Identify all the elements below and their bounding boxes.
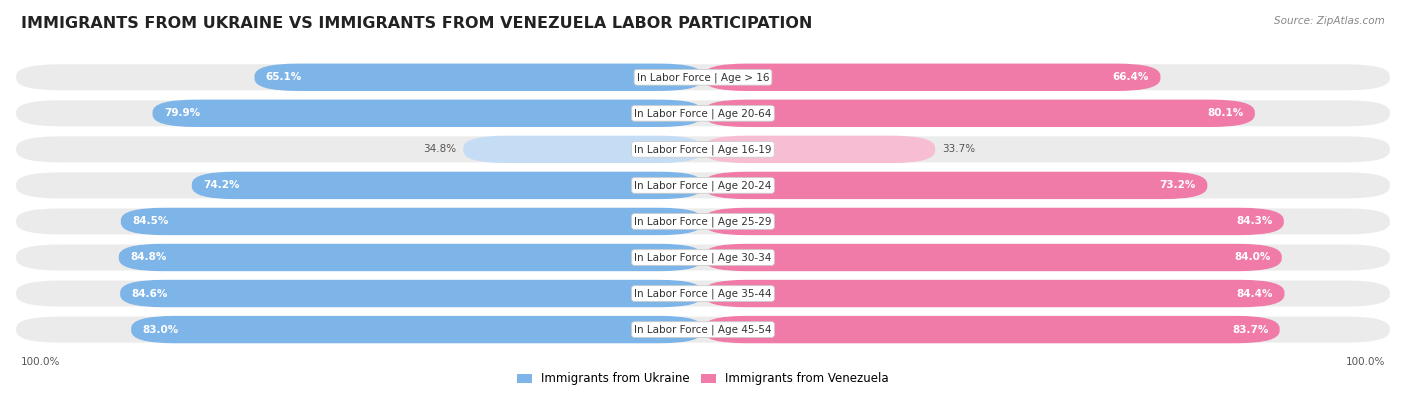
Text: In Labor Force | Age 30-34: In Labor Force | Age 30-34 bbox=[634, 252, 772, 263]
Text: In Labor Force | Age 16-19: In Labor Force | Age 16-19 bbox=[634, 144, 772, 154]
FancyBboxPatch shape bbox=[15, 172, 1391, 199]
FancyBboxPatch shape bbox=[15, 64, 1391, 91]
FancyBboxPatch shape bbox=[131, 316, 703, 343]
FancyBboxPatch shape bbox=[463, 135, 703, 163]
Text: 83.7%: 83.7% bbox=[1232, 325, 1268, 335]
Text: 65.1%: 65.1% bbox=[266, 72, 302, 82]
FancyBboxPatch shape bbox=[703, 280, 1285, 307]
Text: IMMIGRANTS FROM UKRAINE VS IMMIGRANTS FROM VENEZUELA LABOR PARTICIPATION: IMMIGRANTS FROM UKRAINE VS IMMIGRANTS FR… bbox=[21, 16, 813, 31]
Text: 79.9%: 79.9% bbox=[163, 108, 200, 118]
FancyBboxPatch shape bbox=[703, 172, 1208, 199]
FancyBboxPatch shape bbox=[15, 316, 1391, 343]
FancyBboxPatch shape bbox=[121, 208, 703, 235]
FancyBboxPatch shape bbox=[15, 135, 1391, 163]
FancyBboxPatch shape bbox=[15, 244, 1391, 271]
FancyBboxPatch shape bbox=[15, 280, 1391, 307]
Text: 84.4%: 84.4% bbox=[1237, 288, 1274, 299]
FancyBboxPatch shape bbox=[703, 64, 1160, 91]
FancyBboxPatch shape bbox=[152, 100, 703, 127]
Text: 100.0%: 100.0% bbox=[1346, 357, 1385, 367]
Text: In Labor Force | Age > 16: In Labor Force | Age > 16 bbox=[637, 72, 769, 83]
Text: In Labor Force | Age 45-54: In Labor Force | Age 45-54 bbox=[634, 324, 772, 335]
Text: 73.2%: 73.2% bbox=[1160, 181, 1197, 190]
FancyBboxPatch shape bbox=[703, 135, 935, 163]
Legend: Immigrants from Ukraine, Immigrants from Venezuela: Immigrants from Ukraine, Immigrants from… bbox=[517, 372, 889, 385]
Text: 80.1%: 80.1% bbox=[1208, 108, 1243, 118]
FancyBboxPatch shape bbox=[703, 316, 1279, 343]
FancyBboxPatch shape bbox=[703, 100, 1254, 127]
Text: 84.0%: 84.0% bbox=[1234, 252, 1271, 263]
Text: In Labor Force | Age 20-64: In Labor Force | Age 20-64 bbox=[634, 108, 772, 118]
FancyBboxPatch shape bbox=[15, 100, 1391, 127]
Text: 34.8%: 34.8% bbox=[423, 144, 456, 154]
FancyBboxPatch shape bbox=[120, 280, 703, 307]
Text: 33.7%: 33.7% bbox=[942, 144, 976, 154]
Text: Source: ZipAtlas.com: Source: ZipAtlas.com bbox=[1274, 16, 1385, 26]
FancyBboxPatch shape bbox=[118, 244, 703, 271]
FancyBboxPatch shape bbox=[191, 172, 703, 199]
Text: In Labor Force | Age 35-44: In Labor Force | Age 35-44 bbox=[634, 288, 772, 299]
FancyBboxPatch shape bbox=[254, 64, 703, 91]
FancyBboxPatch shape bbox=[15, 208, 1391, 235]
Text: In Labor Force | Age 20-24: In Labor Force | Age 20-24 bbox=[634, 180, 772, 191]
Text: 84.6%: 84.6% bbox=[131, 288, 167, 299]
Text: 84.3%: 84.3% bbox=[1236, 216, 1272, 226]
Text: In Labor Force | Age 25-29: In Labor Force | Age 25-29 bbox=[634, 216, 772, 227]
FancyBboxPatch shape bbox=[703, 208, 1284, 235]
Text: 100.0%: 100.0% bbox=[21, 357, 60, 367]
Text: 66.4%: 66.4% bbox=[1112, 72, 1149, 82]
Text: 84.5%: 84.5% bbox=[132, 216, 169, 226]
Text: 83.0%: 83.0% bbox=[142, 325, 179, 335]
Text: 74.2%: 74.2% bbox=[202, 181, 239, 190]
Text: 84.8%: 84.8% bbox=[129, 252, 166, 263]
FancyBboxPatch shape bbox=[703, 244, 1282, 271]
